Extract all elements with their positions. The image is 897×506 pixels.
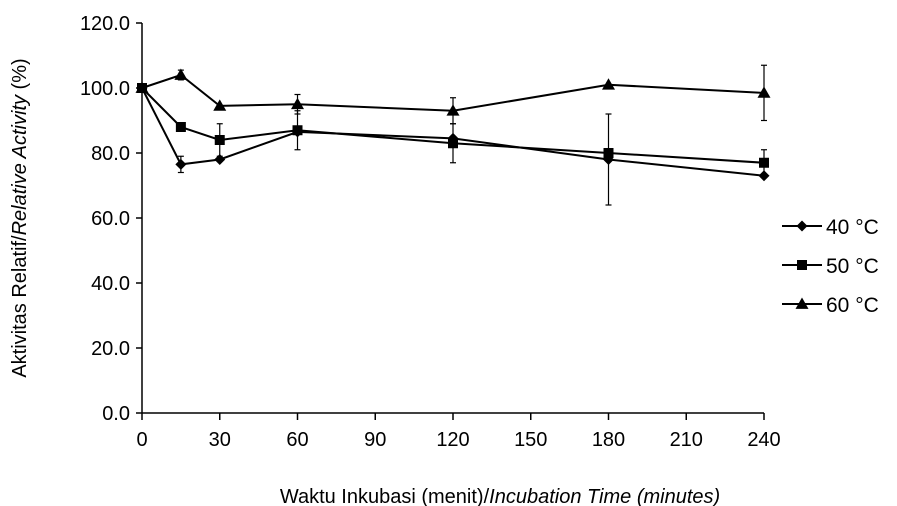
x-tick-label: 240 [747,429,780,451]
data-point [759,157,769,168]
legend-label: 40 °C [826,216,879,239]
y-axis: 0.0 20.0 40.0 60.0 80.0 100.0 120.0 [80,13,143,425]
x-axis-title-plain: Waktu Inkubasi (menit)/ [280,486,490,506]
x-tick-label: 150 [514,429,547,451]
data-point [757,86,771,98]
data-point [291,97,304,110]
x-axis: 0 30 60 90 120 150 180 210 240 [136,412,781,451]
data-point [213,99,227,111]
legend-marker [795,297,809,309]
data-point [175,122,186,132]
x-tick-label: 120 [436,429,469,451]
legend-item-2: 50 °C [782,255,879,278]
data-point [135,81,149,93]
x-axis-title-italic: Incubation Time (minutes) [489,486,720,506]
data-point [448,138,458,149]
legend-item-3: 60 °C [782,294,879,317]
y-tick-label: 120.0 [80,13,130,35]
legend-item-1: 40 °C [782,216,879,239]
y-tick-label: 40.0 [91,273,130,295]
x-tick-label: 0 [136,429,147,451]
data-point [174,68,188,80]
legend-label: 60 °C [826,294,879,317]
data-point [214,135,225,145]
y-tick-label: 60.0 [91,208,130,230]
data-point [292,125,303,136]
legend: 40 °C 50 °C 60 °C [782,216,879,317]
y-axis-title-suffix: (%) [9,58,31,95]
legend-marker [797,260,807,270]
data-point [603,148,614,158]
series-layer [135,64,771,206]
y-axis-title: Aktivitas Relatif/Relative Activity (%) [9,58,31,377]
series-3 [135,64,771,125]
y-tick-label: 0.0 [102,403,130,425]
data-point [602,78,615,90]
x-tick-label: 30 [209,429,231,451]
y-axis-title-italic: Relative Activity [9,94,31,235]
x-axis-title: Waktu Inkubasi (menit)/Incubation Time (… [280,486,720,506]
y-axis-title-plain: Aktivitas Relatif/ [9,235,31,378]
series-2 [137,83,769,177]
y-tick-label: 20.0 [91,338,130,360]
x-tick-label: 210 [670,429,703,451]
x-tick-label: 90 [364,429,386,451]
data-point [175,158,187,170]
legend-marker [796,220,808,232]
x-tick-label: 180 [592,429,625,451]
data-point [446,104,460,116]
x-tick-label: 60 [286,429,308,451]
y-tick-label: 100.0 [80,78,130,100]
y-tick-label: 80.0 [91,143,130,165]
legend-label: 50 °C [826,255,879,278]
